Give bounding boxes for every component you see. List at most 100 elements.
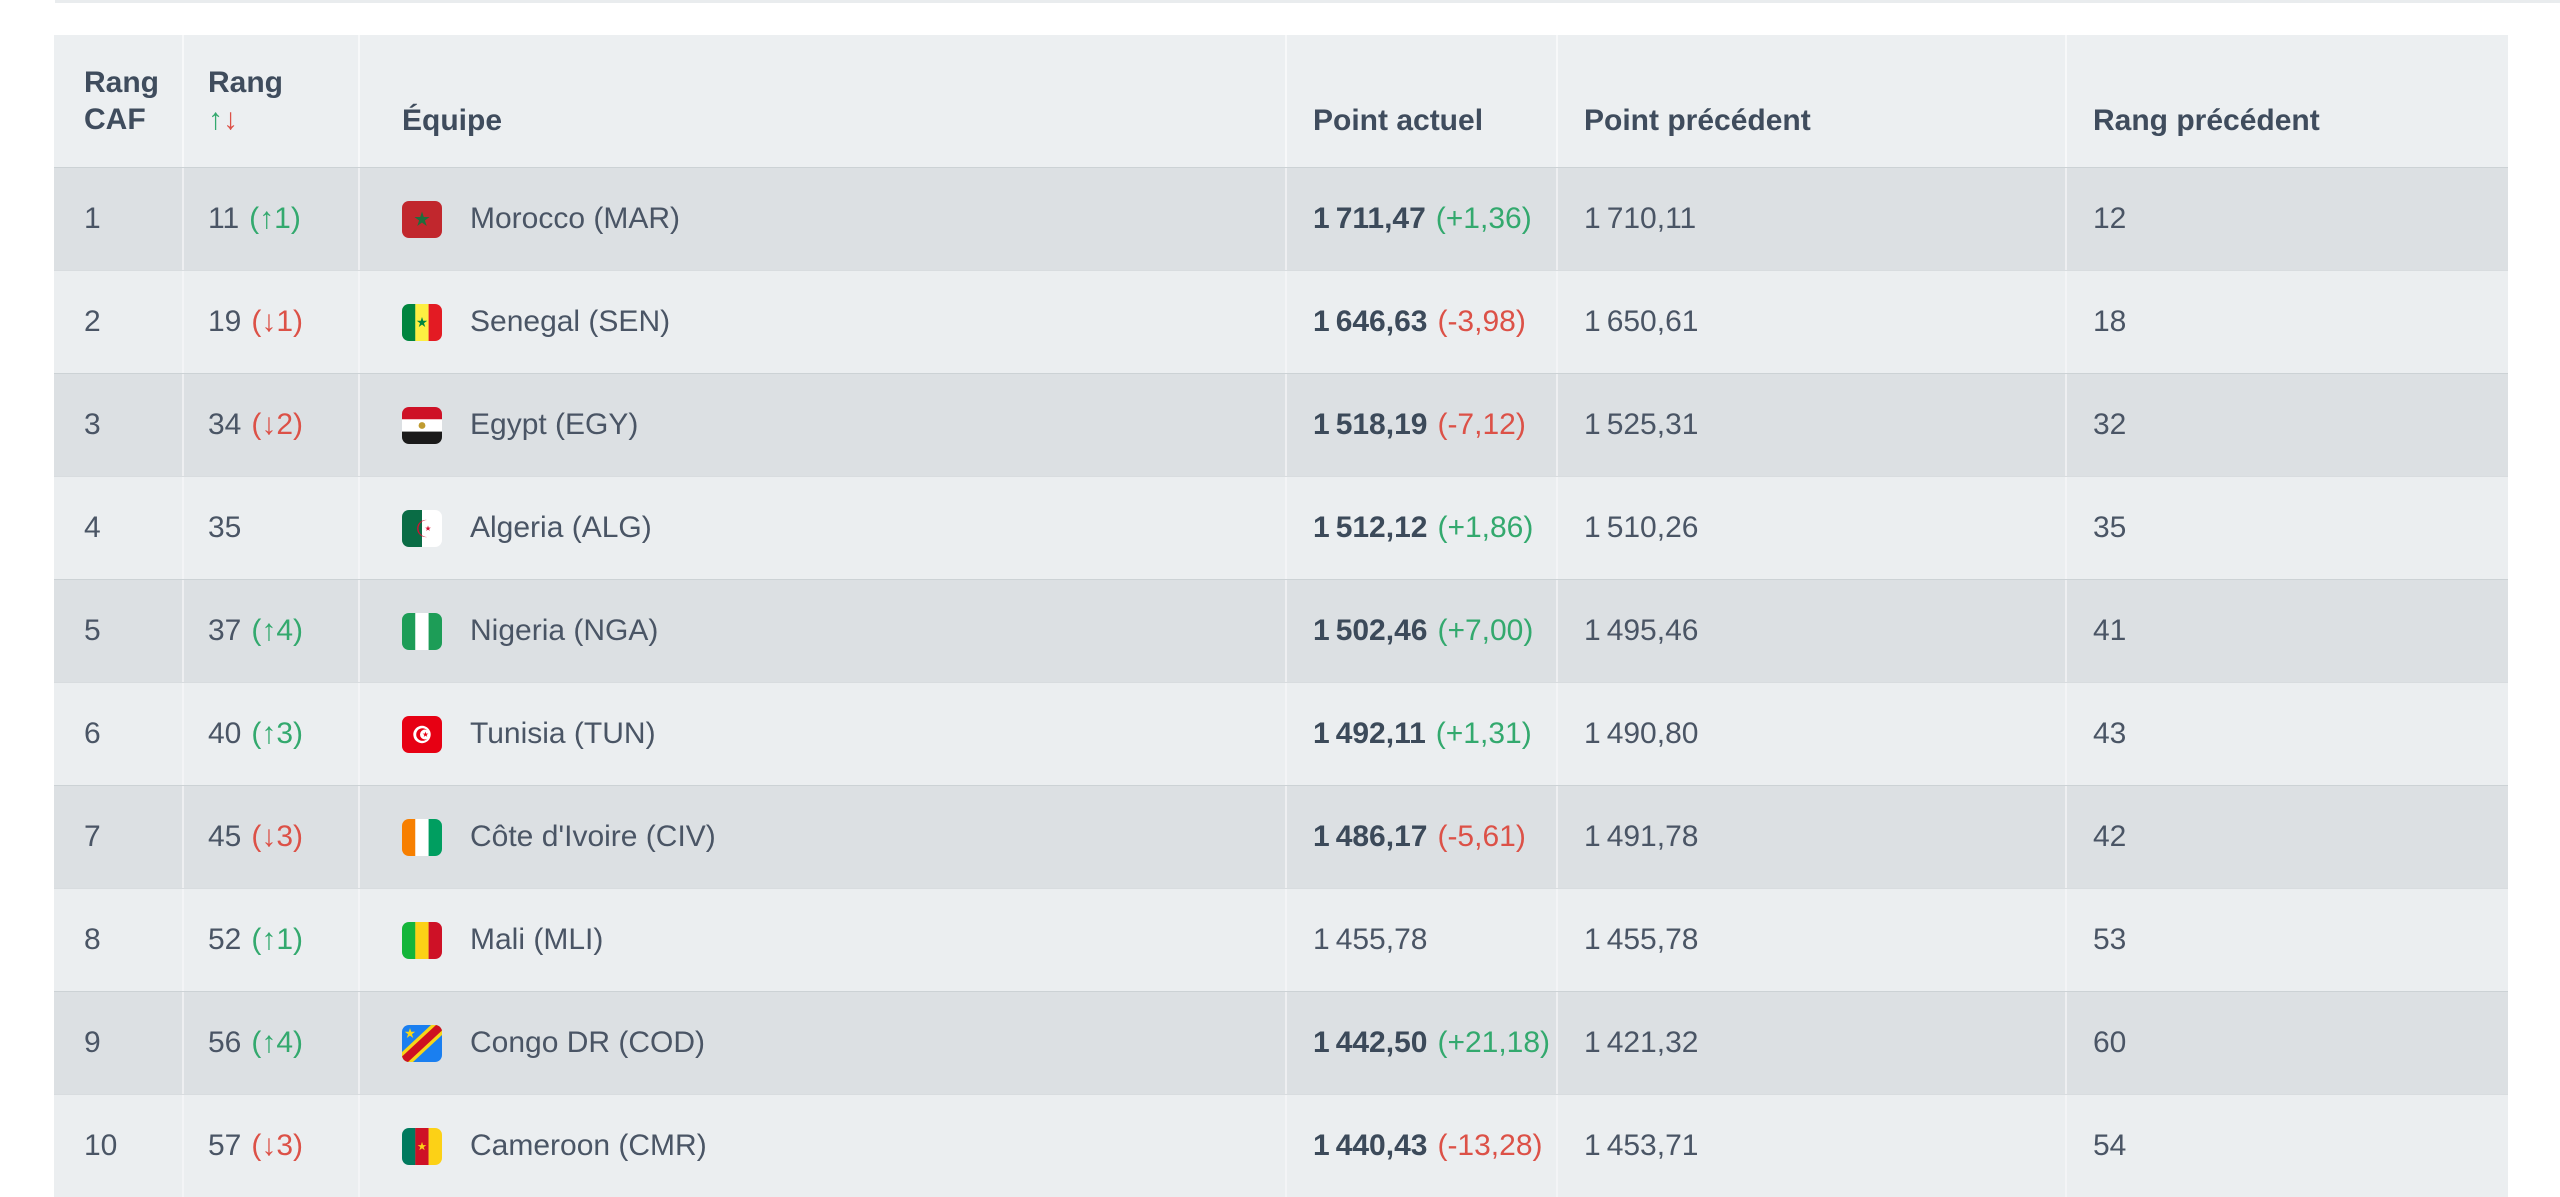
current-points-cell: 1 512,12 (+1,86) bbox=[1285, 477, 1556, 579]
table-row[interactable]: 4 35 Algeria (ALG) 1 512,12 (+1,86) 1 510,26 3… bbox=[54, 476, 2508, 579]
current-points-value: 1 518,19 bbox=[1313, 408, 1428, 441]
team-cell[interactable]: Nigeria (NGA) bbox=[358, 580, 1285, 682]
table-row[interactable]: 9 56 (↑4) Congo DR (COD) 1 442,50 (+21,18) 1 4… bbox=[54, 991, 2508, 1094]
table-row[interactable]: 8 52 (↑1) Mali (MLI) 1 455,78 1 455,78 53 bbox=[54, 888, 2508, 991]
current-points-value: 1 711,47 bbox=[1313, 202, 1426, 235]
previous-points-value: 1 495,46 bbox=[1584, 614, 1699, 647]
team-flag-icon bbox=[402, 200, 442, 238]
current-points-cell: 1 455,78 bbox=[1285, 889, 1556, 991]
caf-rank-value: 5 bbox=[84, 614, 101, 647]
caf-rank-value: 4 bbox=[84, 511, 101, 544]
sort-up-icon[interactable]: ↑ bbox=[208, 103, 223, 136]
team-name[interactable]: Congo DR (COD) bbox=[470, 1026, 706, 1059]
world-rank-cell: 57 (↓3) bbox=[182, 1095, 358, 1197]
team-name[interactable]: Algeria (ALG) bbox=[470, 511, 652, 544]
world-rank-value: 11 bbox=[208, 202, 240, 235]
current-points-cell: 1 492,11 (+1,31) bbox=[1285, 683, 1556, 785]
previous-rank-cell: 12 bbox=[2065, 168, 2508, 270]
team-cell[interactable]: Tunisia (TUN) bbox=[358, 683, 1285, 785]
previous-rank-value: 53 bbox=[2093, 923, 2127, 956]
current-points-cell: 1 440,43 (-13,28) bbox=[1285, 1095, 1556, 1197]
previous-rank-value: 54 bbox=[2093, 1129, 2127, 1162]
team-name[interactable]: Tunisia (TUN) bbox=[470, 717, 656, 750]
rank-change-badge: (↑4) bbox=[251, 1026, 304, 1059]
previous-points-cell: 1 455,78 bbox=[1556, 889, 2065, 991]
table-row[interactable]: 10 57 (↓3) Cameroon (CMR) 1 440,43 (-13,28) 1 … bbox=[54, 1094, 2508, 1197]
team-name[interactable]: Senegal (SEN) bbox=[470, 305, 671, 338]
team-name[interactable]: Cameroon (CMR) bbox=[470, 1129, 707, 1162]
table-body: 1 11 (↑1) Morocco (MAR) 1 711,47 (+1,36) 1 710… bbox=[54, 167, 2508, 1197]
team-name[interactable]: Nigeria (NGA) bbox=[470, 614, 659, 647]
current-points-value: 1 455,78 bbox=[1313, 923, 1428, 956]
team-cell[interactable]: Cameroon (CMR) bbox=[358, 1095, 1285, 1197]
current-points-cell: 1 711,47 (+1,36) bbox=[1285, 168, 1556, 270]
table-row[interactable]: 1 11 (↑1) Morocco (MAR) 1 711,47 (+1,36) 1 710… bbox=[54, 167, 2508, 270]
team-cell[interactable]: Egypt (EGY) bbox=[358, 374, 1285, 476]
world-rank-value: 52 bbox=[208, 923, 242, 956]
table-row[interactable]: 7 45 (↓3) Côte d'Ivoire (CIV) 1 486,17 (-5,61… bbox=[54, 785, 2508, 888]
previous-rank-cell: 18 bbox=[2065, 271, 2508, 373]
world-rank-cell: 34 (↓2) bbox=[182, 374, 358, 476]
team-flag-icon bbox=[402, 1024, 442, 1062]
current-points-cell: 1 518,19 (-7,12) bbox=[1285, 374, 1556, 476]
team-name[interactable]: Morocco (MAR) bbox=[470, 202, 681, 235]
table-row[interactable]: 3 34 (↓2) Egypt (EGY) 1 518,19 (-7,12) 1 525,3… bbox=[54, 373, 2508, 476]
sort-down-icon[interactable]: ↓ bbox=[223, 103, 238, 136]
rank-change-badge: (↑4) bbox=[251, 614, 304, 647]
previous-rank-value: 12 bbox=[2093, 202, 2127, 235]
previous-rank-value: 32 bbox=[2093, 408, 2127, 441]
rank-change-badge: (↓3) bbox=[251, 820, 304, 853]
team-cell[interactable]: Côte d'Ivoire (CIV) bbox=[358, 786, 1285, 888]
column-header-label: Rang CAF bbox=[84, 66, 159, 136]
previous-rank-cell: 42 bbox=[2065, 786, 2508, 888]
previous-rank-value: 41 bbox=[2093, 614, 2127, 647]
team-cell[interactable]: Congo DR (COD) bbox=[358, 992, 1285, 1094]
world-rank-cell: 11 (↑1) bbox=[182, 168, 358, 270]
previous-points-value: 1 453,71 bbox=[1584, 1129, 1699, 1162]
previous-points-cell: 1 453,71 bbox=[1556, 1095, 2065, 1197]
previous-points-value: 1 650,61 bbox=[1584, 305, 1699, 338]
column-header-label: Point actuel bbox=[1313, 103, 1484, 137]
rank-change-badge: (↑1) bbox=[251, 923, 304, 956]
table-row[interactable]: 2 19 (↓1) Senegal (SEN) 1 646,63 (-3,98) 1 650… bbox=[54, 270, 2508, 373]
points-change-badge: (-13,28) bbox=[1437, 1129, 1543, 1162]
team-cell[interactable]: Morocco (MAR) bbox=[358, 168, 1285, 270]
caf-rank-cell: 3 bbox=[54, 374, 182, 476]
previous-points-cell: 1 495,46 bbox=[1556, 580, 2065, 682]
team-name[interactable]: Mali (MLI) bbox=[470, 923, 604, 956]
current-points-cell: 1 502,46 (+7,00) bbox=[1285, 580, 1556, 682]
rank-change-badge: (↓2) bbox=[251, 408, 304, 441]
points-change-badge: (-7,12) bbox=[1437, 408, 1526, 441]
previous-rank-cell: 43 bbox=[2065, 683, 2508, 785]
world-rank-value: 37 bbox=[208, 614, 242, 647]
column-header-rang: Rang ↑↓ bbox=[182, 35, 358, 167]
current-points-value: 1 486,17 bbox=[1313, 820, 1428, 853]
world-rank-value: 56 bbox=[208, 1026, 242, 1059]
previous-rank-cell: 32 bbox=[2065, 374, 2508, 476]
previous-points-cell: 1 510,26 bbox=[1556, 477, 2065, 579]
sort-arrows-icon[interactable]: ↑↓ bbox=[208, 101, 283, 138]
world-rank-cell: 37 (↑4) bbox=[182, 580, 358, 682]
table-row[interactable]: 6 40 (↑3) Tunisia (TUN) 1 492,11 (+1,31) 1 490… bbox=[54, 682, 2508, 785]
previous-points-value: 1 525,31 bbox=[1584, 408, 1699, 441]
rank-change-badge: (↓1) bbox=[251, 305, 304, 338]
previous-rank-value: 60 bbox=[2093, 1026, 2127, 1059]
team-cell[interactable]: Mali (MLI) bbox=[358, 889, 1285, 991]
rank-change-badge: (↑1) bbox=[249, 202, 301, 235]
page-top-border bbox=[55, 0, 2560, 3]
team-cell[interactable]: Senegal (SEN) bbox=[358, 271, 1285, 373]
team-name[interactable]: Egypt (EGY) bbox=[470, 408, 639, 441]
caf-rank-value: 9 bbox=[84, 1026, 101, 1059]
team-name[interactable]: Côte d'Ivoire (CIV) bbox=[470, 820, 716, 853]
points-change-badge: (-5,61) bbox=[1437, 820, 1526, 853]
team-cell[interactable]: Algeria (ALG) bbox=[358, 477, 1285, 579]
previous-rank-cell: 41 bbox=[2065, 580, 2508, 682]
world-rank-cell: 40 (↑3) bbox=[182, 683, 358, 785]
previous-points-cell: 1 525,31 bbox=[1556, 374, 2065, 476]
current-points-value: 1 440,43 bbox=[1313, 1129, 1428, 1162]
points-change-badge: (+1,86) bbox=[1437, 511, 1534, 544]
table-row[interactable]: 5 37 (↑4) Nigeria (NGA) 1 502,46 (+7,00) 1 495… bbox=[54, 579, 2508, 682]
caf-rank-cell: 2 bbox=[54, 271, 182, 373]
column-header-label: Rang bbox=[208, 66, 283, 99]
caf-rank-value: 6 bbox=[84, 717, 101, 750]
